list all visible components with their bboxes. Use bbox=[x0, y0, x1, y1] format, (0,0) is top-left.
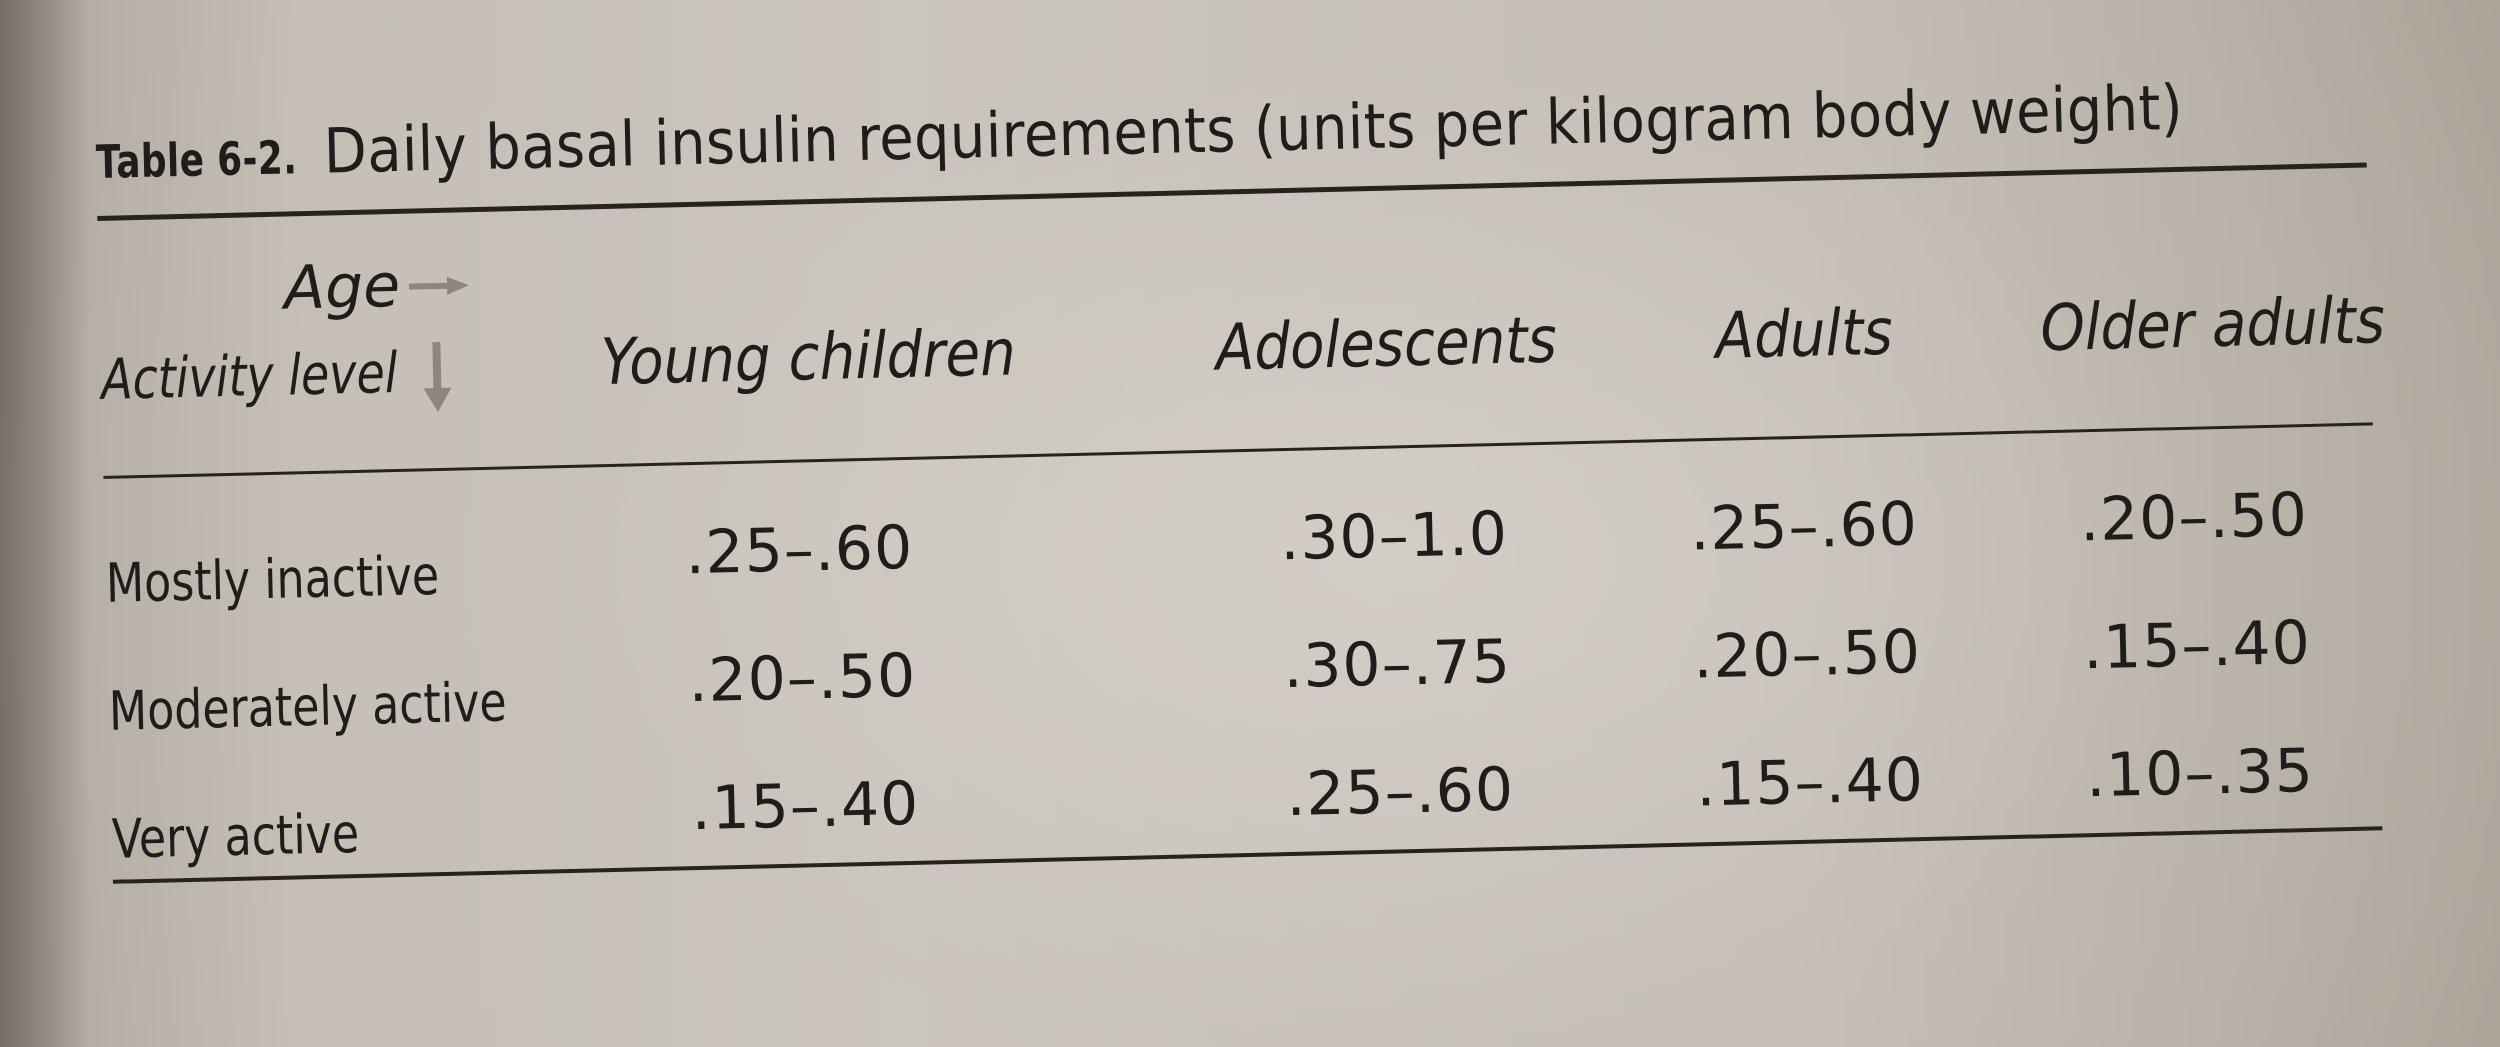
insulin-table: Table 6-2. Daily basal insulin requireme… bbox=[95, 66, 2404, 940]
table-cell: .25–.60 bbox=[684, 512, 914, 589]
arrow-right-icon bbox=[408, 276, 469, 295]
table-cell: .15–.40 bbox=[690, 768, 921, 845]
column-header-adults: Adults bbox=[1714, 295, 1894, 374]
activity-axis-label: Activity level bbox=[100, 340, 399, 413]
column-header-adolescents: Adolescents bbox=[1214, 303, 1558, 386]
table-cell: .15–.40 bbox=[2082, 607, 2312, 684]
table-number: Table 6-2. bbox=[95, 130, 298, 189]
table-cell: .15–.40 bbox=[1695, 745, 1925, 821]
table-cell: .25–.60 bbox=[1285, 754, 1515, 831]
table-cell: .20–.50 bbox=[1692, 617, 1922, 693]
row-label-very-active: Very active bbox=[111, 801, 360, 871]
table-cell: .20–.50 bbox=[2079, 479, 2309, 556]
table-cell: .25–.60 bbox=[1689, 489, 1919, 565]
column-header-young-children: Young children bbox=[599, 316, 1017, 401]
row-label-mostly-inactive: Mostly inactive bbox=[105, 544, 440, 615]
table-cell: .20–.50 bbox=[687, 640, 917, 717]
page-gutter-shadow bbox=[0, 0, 90, 1047]
table-cell: .30–1.0 bbox=[1279, 498, 1509, 575]
table-cell: .10–.35 bbox=[2085, 735, 2315, 812]
bottom-rule bbox=[112, 826, 2383, 884]
column-header-older-adults: Older adults bbox=[2039, 284, 2386, 367]
table-cell: .30–.75 bbox=[1282, 626, 1512, 703]
table-caption: Daily basal insulin requirements (units … bbox=[323, 70, 2185, 188]
header-rule bbox=[103, 422, 2373, 479]
arrow-down-icon bbox=[423, 341, 452, 413]
age-axis-label: Age bbox=[283, 250, 401, 324]
row-label-moderately-active: Moderately active bbox=[108, 670, 508, 743]
